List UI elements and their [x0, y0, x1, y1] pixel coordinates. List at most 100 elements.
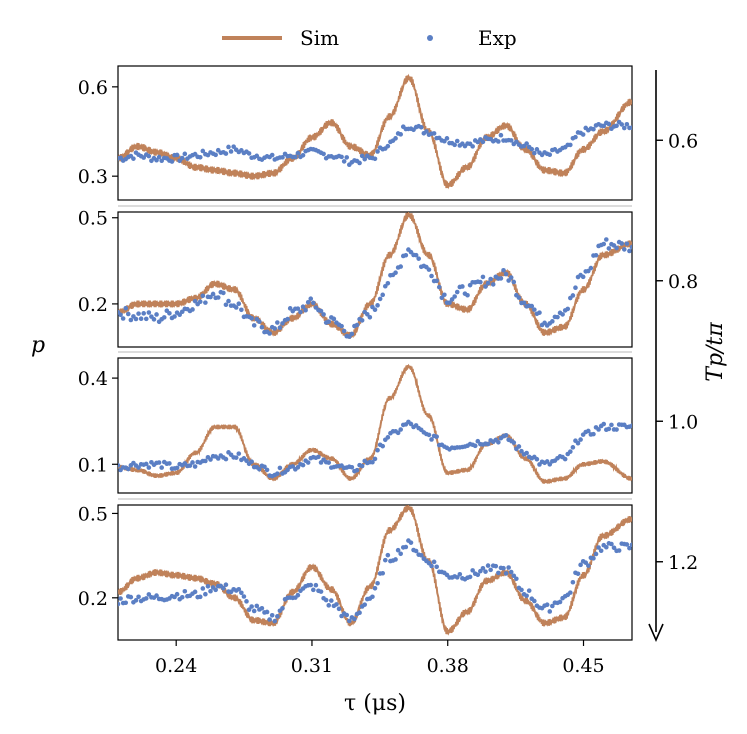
exp-point: [436, 284, 442, 290]
exp-point: [128, 317, 134, 323]
exp-point: [339, 154, 344, 160]
exp-point: [431, 559, 437, 565]
exp-point: [508, 569, 514, 575]
exp-point: [241, 594, 247, 599]
exp-point: [213, 587, 218, 593]
exp-point: [118, 312, 123, 318]
exp-point: [621, 125, 627, 131]
exp-point: [285, 467, 290, 473]
exp-point: [601, 123, 607, 129]
exp-point: [431, 131, 437, 136]
exp-point: [133, 316, 139, 322]
exp-point: [627, 545, 632, 551]
exp-point: [547, 609, 553, 614]
exp-point: [331, 316, 337, 322]
right-axis-tick-label: 0.8: [668, 271, 698, 293]
exp-point: [470, 568, 475, 573]
legend: Sim Exp: [222, 26, 517, 50]
exp-point: [614, 245, 619, 251]
exp-point: [544, 602, 550, 607]
exp-point: [213, 152, 218, 158]
exp-point: [123, 305, 129, 311]
exp-point: [200, 148, 206, 154]
exp-point: [586, 428, 591, 434]
exp-point: [398, 551, 404, 557]
exp-point: [167, 461, 172, 466]
exp-point: [244, 599, 249, 604]
y-tick-label: 0.1: [78, 454, 108, 476]
exp-series: [118, 119, 632, 168]
exp-point: [372, 156, 378, 162]
exp-point: [321, 312, 326, 317]
exp-point: [534, 147, 540, 152]
exp-point: [457, 572, 463, 577]
exp-point: [529, 146, 535, 152]
exp-point: [596, 545, 601, 550]
exp-point: [334, 602, 339, 607]
exp-point: [313, 582, 319, 588]
exp-point: [452, 294, 457, 299]
exp-point: [395, 430, 401, 436]
exp-point: [521, 300, 527, 306]
exp-point: [143, 316, 149, 322]
exp-point: [125, 311, 131, 317]
exp-point: [591, 556, 596, 561]
panel-frame: [117, 65, 633, 201]
exp-point: [120, 316, 126, 321]
exp-point: [362, 602, 368, 607]
exp-point: [339, 323, 344, 329]
exp-point: [385, 280, 391, 286]
exp-point: [318, 589, 324, 594]
exp-point: [534, 456, 540, 462]
exp-point: [372, 456, 378, 462]
exp-point: [367, 315, 373, 320]
exp-point: [275, 614, 280, 619]
exp-point: [562, 456, 568, 462]
exp-point: [190, 307, 195, 312]
exp-point: [511, 440, 517, 445]
exp-point: [118, 601, 121, 607]
exp-point: [354, 467, 360, 473]
exp-point: [359, 463, 365, 469]
exp-point: [483, 284, 488, 289]
exp-point: [529, 303, 535, 309]
sim-series-line: [118, 363, 632, 485]
exp-point: [203, 591, 208, 597]
exp-point: [375, 580, 380, 586]
exp-point: [418, 552, 424, 558]
exp-point: [606, 121, 612, 127]
exp-point: [496, 139, 501, 144]
exp-point: [326, 460, 332, 465]
exp-point: [128, 594, 134, 600]
exp-point: [244, 458, 249, 464]
exp-point: [246, 151, 252, 156]
exp-point: [154, 157, 159, 163]
exp-point: [156, 154, 162, 160]
panel-frame: [117, 357, 633, 494]
exp-point: [300, 462, 306, 468]
exp-point: [624, 241, 630, 246]
exp-point: [578, 562, 583, 568]
exp-point: [382, 283, 388, 289]
exp-point: [627, 248, 632, 254]
x-axis-title: τ (μs): [344, 691, 406, 716]
exp-point: [447, 300, 452, 306]
exp-point: [614, 123, 619, 129]
y-tick-label: 0.5: [78, 503, 108, 525]
exp-point: [429, 437, 434, 442]
exp-point: [503, 271, 509, 277]
exp-point: [629, 542, 632, 548]
exp-point: [370, 459, 375, 465]
exp-point: [203, 458, 208, 464]
exp-point: [264, 467, 270, 473]
exp-point: [488, 276, 493, 282]
exp-point: [591, 126, 596, 132]
exp-point: [182, 588, 188, 594]
exp-point: [547, 152, 553, 157]
exp-point: [629, 125, 632, 130]
exp-point: [226, 298, 231, 304]
exp-point: [257, 319, 262, 324]
exp-point: [267, 617, 272, 622]
exp-point: [426, 267, 432, 272]
y-tick-label: 0.6: [78, 77, 108, 99]
